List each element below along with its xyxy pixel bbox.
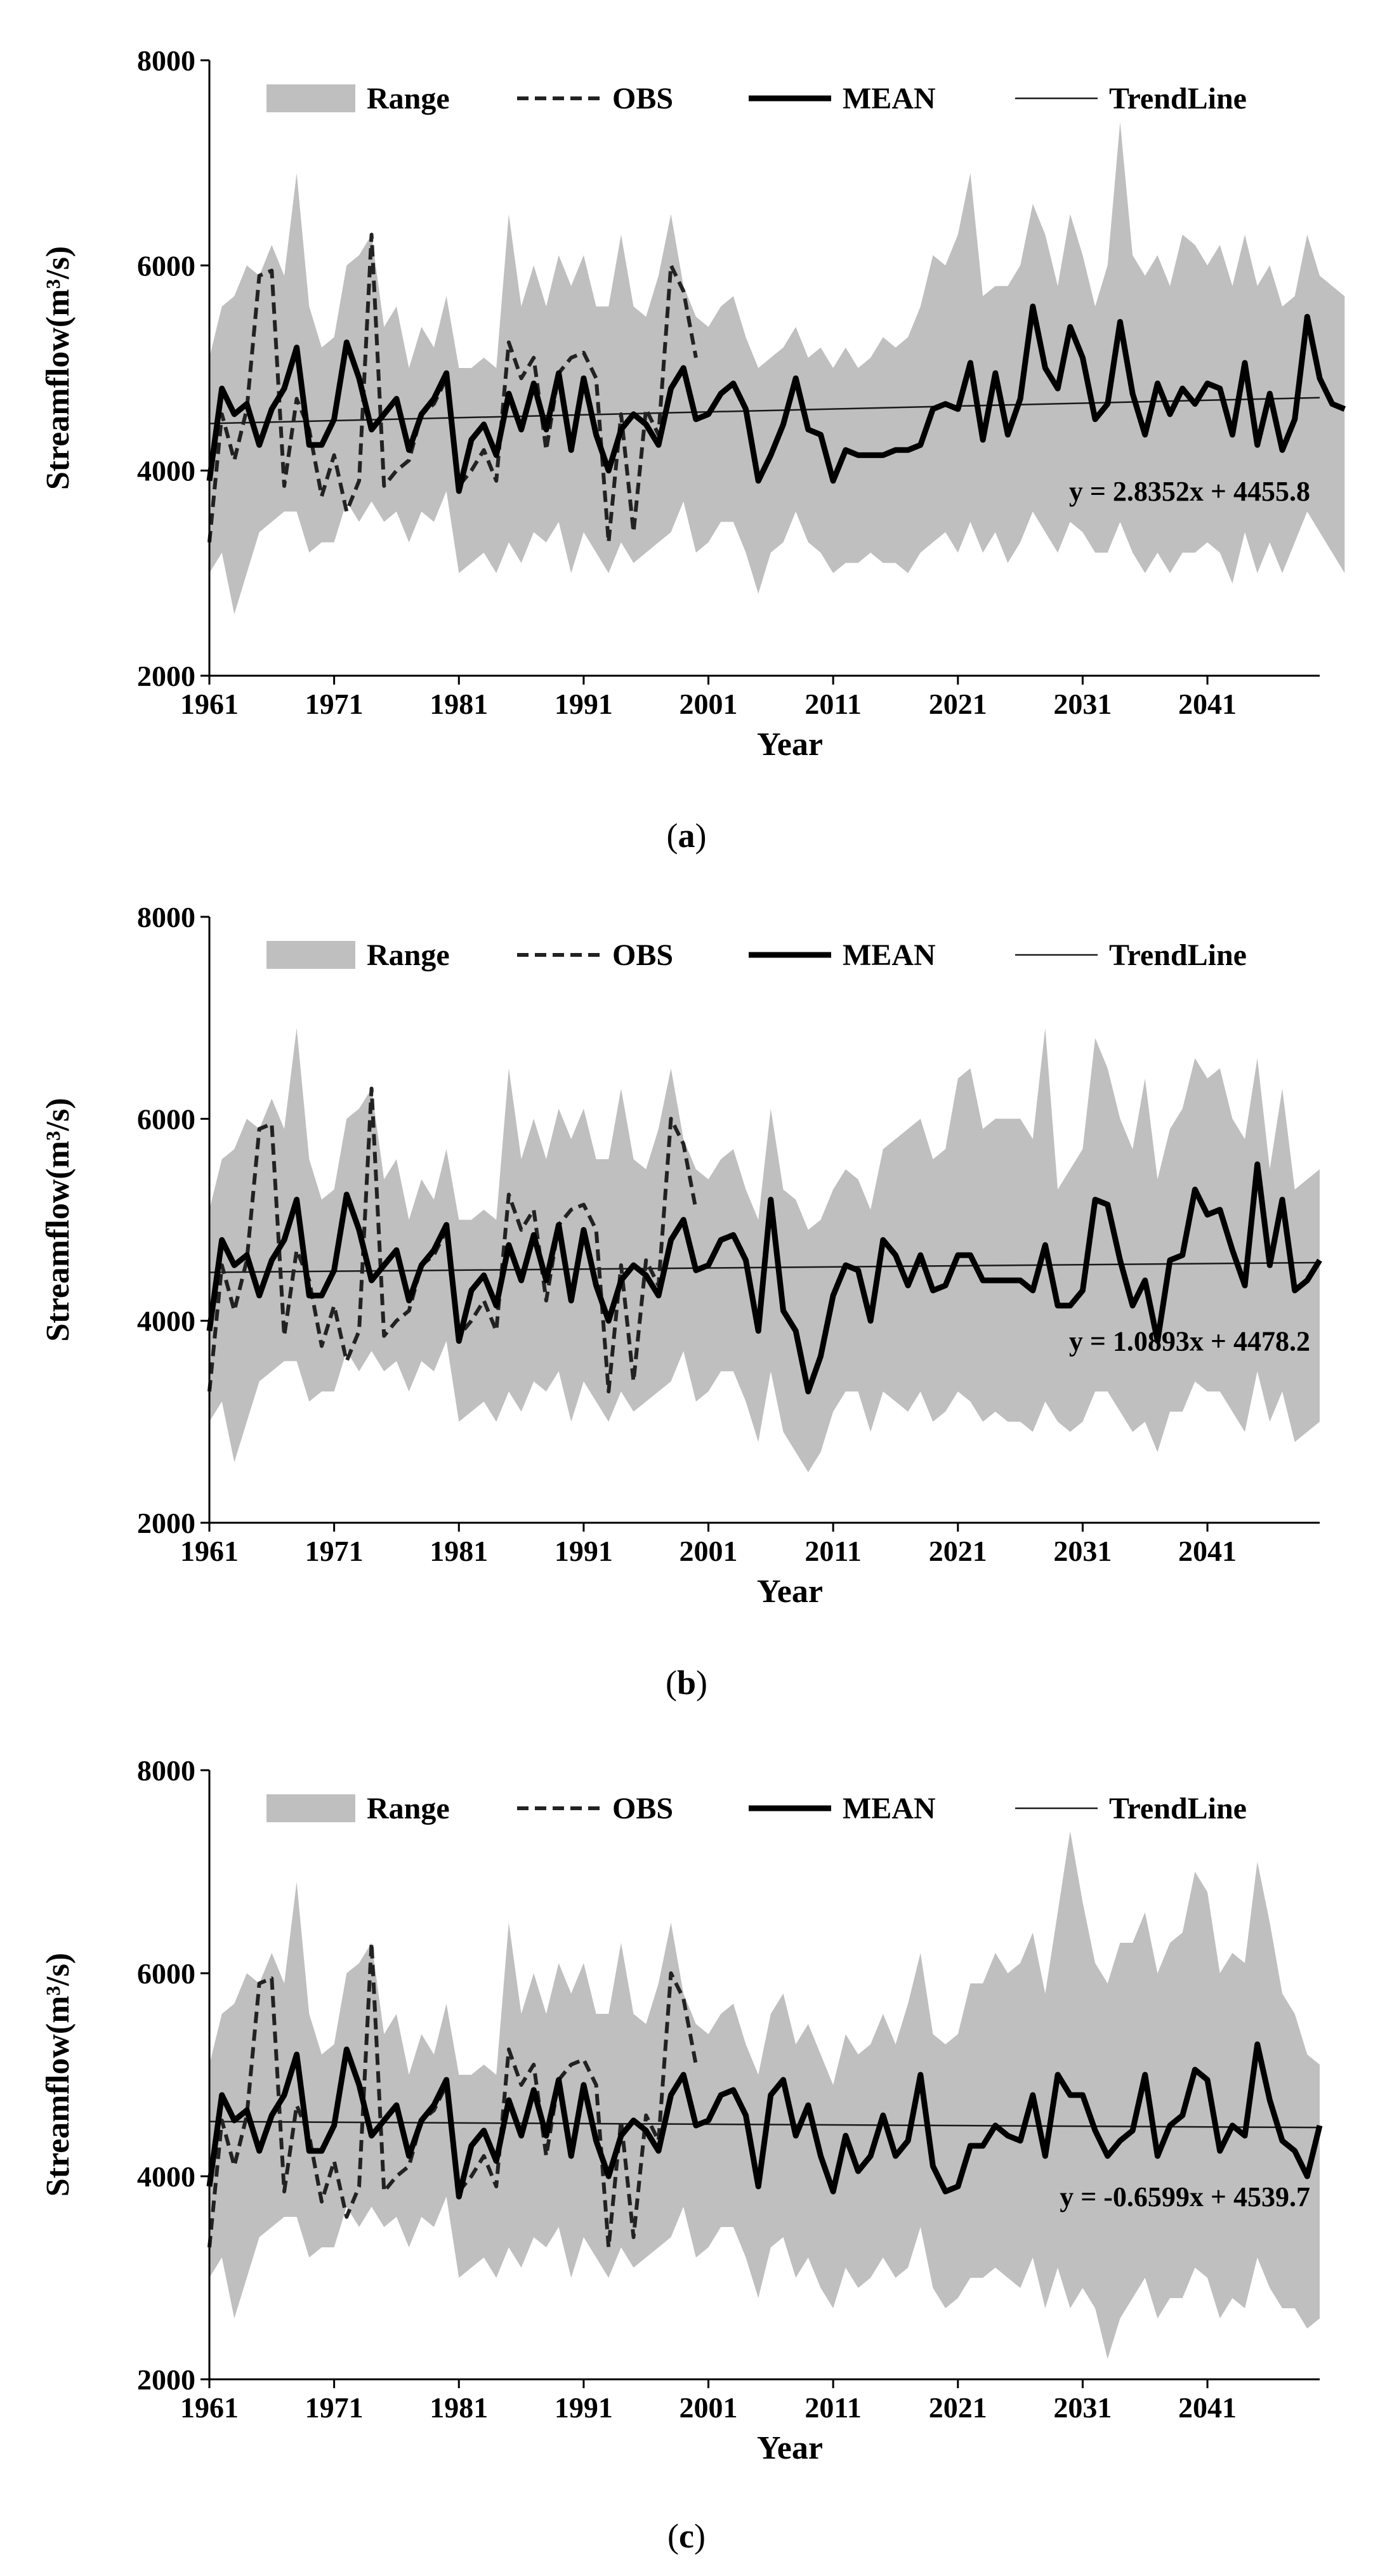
mean-series-line — [206, 303, 1346, 494]
panel-label-letter: b — [677, 1664, 696, 1702]
legend-range-swatch — [266, 1794, 355, 1822]
y-tick-label: 6000 — [137, 1103, 195, 1135]
panel-label-open: ( — [666, 1664, 677, 1702]
y-tick-label: 8000 — [137, 901, 195, 933]
x-tick-label: 1961 — [180, 2391, 239, 2424]
x-tick-label: 1971 — [305, 1535, 364, 1567]
y-tick-label: 4000 — [137, 455, 195, 487]
legend-mean-label: MEAN — [843, 938, 936, 972]
legend-mean-label: MEAN — [843, 82, 936, 115]
legend-trend-label: TrendLine — [1109, 82, 1247, 115]
legend-range-label: Range — [367, 1792, 450, 1825]
mean-series-line — [206, 2041, 1323, 2200]
legend-range-swatch — [266, 941, 355, 969]
x-tick-label: 2001 — [680, 2391, 738, 2424]
legend-obs-label: OBS — [612, 82, 673, 115]
y-tick-label: 8000 — [137, 1754, 195, 1787]
y-axis-title: Streamflow(m³/s) — [40, 246, 76, 490]
panel-label: (c) — [667, 2517, 706, 2555]
y-tick-label: 8000 — [137, 44, 195, 77]
legend-mean-label: MEAN — [843, 1792, 936, 1825]
y-tick-label: 4000 — [137, 1305, 195, 1337]
x-tick-label: 2011 — [805, 688, 861, 720]
panel-label-close: ) — [696, 1664, 707, 1702]
y-axis-title: Streamflow(m³/s) — [40, 1098, 76, 1341]
panel-label-letter: c — [679, 2517, 694, 2555]
y-tick-label: 2000 — [137, 2363, 195, 2396]
legend-obs-label: OBS — [612, 1792, 673, 1825]
y-tick-label: 4000 — [137, 2160, 195, 2193]
legend-trend-label: TrendLine — [1109, 1792, 1247, 1825]
legend-obs-label: OBS — [612, 938, 673, 972]
panel-label-letter: a — [678, 817, 695, 855]
trend-equation: y = -0.6599x + 4539.7 — [1060, 2181, 1310, 2212]
legend-trend-label: TrendLine — [1109, 938, 1247, 972]
x-tick-label: 2031 — [1053, 2391, 1112, 2424]
panel-label: (b) — [666, 1664, 707, 1702]
legend-range-swatch — [266, 84, 355, 112]
x-tick-label: 2041 — [1178, 688, 1237, 720]
x-tick-label: 1991 — [555, 688, 613, 720]
mean-series-line — [206, 1161, 1322, 1395]
x-tick-label: 1981 — [430, 688, 488, 720]
chart-panel-c: 2000 4000 6000 8000 1961 1971 1981 1991 2001 2011… — [40, 1754, 1323, 2555]
x-tick-label: 1981 — [430, 2391, 488, 2424]
trend-equation: y = 1.0893x + 4478.2 — [1069, 1326, 1310, 1357]
x-tick-label: 2031 — [1053, 688, 1112, 720]
x-tick-label: 2021 — [929, 688, 987, 720]
x-axis-title: Year — [757, 2430, 823, 2466]
x-tick-label: 1961 — [180, 688, 239, 720]
x-tick-label: 2031 — [1053, 1535, 1112, 1567]
x-tick-label: 2021 — [929, 1535, 987, 1567]
x-tick-label: 1991 — [555, 2391, 613, 2424]
obs-series-line — [207, 232, 698, 544]
range-band — [209, 122, 1345, 614]
x-tick-label: 1981 — [430, 1535, 488, 1567]
y-tick-label: 2000 — [137, 660, 195, 692]
x-tick-label: 2041 — [1178, 1535, 1237, 1567]
x-tick-label: 1961 — [180, 1535, 239, 1567]
legend-range-label: Range — [367, 938, 450, 972]
x-tick-label: 2011 — [805, 1535, 861, 1567]
x-tick-label: 1991 — [555, 1535, 613, 1567]
panel-label-open: ( — [667, 817, 678, 855]
obs-series-line — [207, 1941, 698, 2249]
chart-panel-a: 2000 4000 6000 8000 1961 1971 1981 1991 2001 2011… — [40, 44, 1346, 855]
x-tick-label: 1971 — [305, 2391, 364, 2424]
panel-label-close: ) — [695, 817, 707, 855]
x-tick-label: 2041 — [1178, 2391, 1237, 2424]
panel-label-close: ) — [694, 2517, 706, 2555]
legend-range-label: Range — [367, 82, 450, 115]
chart-panel-b: 2000 4000 6000 8000 1961 1971 1981 1991 2001 2011… — [40, 901, 1322, 1702]
x-axis-title: Year — [757, 726, 823, 763]
x-tick-label: 2011 — [805, 2391, 861, 2424]
panel-label: (a) — [667, 817, 707, 855]
y-tick-label: 6000 — [137, 249, 195, 282]
y-axis-title: Streamflow(m³/s) — [40, 1953, 76, 2197]
x-tick-label: 2001 — [680, 1535, 738, 1567]
trend-equation: y = 2.8352x + 4455.8 — [1069, 476, 1310, 507]
x-axis-title: Year — [757, 1574, 823, 1610]
x-tick-label: 2001 — [680, 688, 738, 720]
x-tick-label: 2021 — [929, 2391, 987, 2424]
panel-label-open: ( — [667, 2517, 679, 2555]
range-band — [209, 1831, 1320, 2359]
y-tick-label: 6000 — [137, 1957, 195, 1990]
x-tick-label: 1971 — [305, 688, 364, 720]
y-tick-label: 2000 — [137, 1507, 195, 1539]
